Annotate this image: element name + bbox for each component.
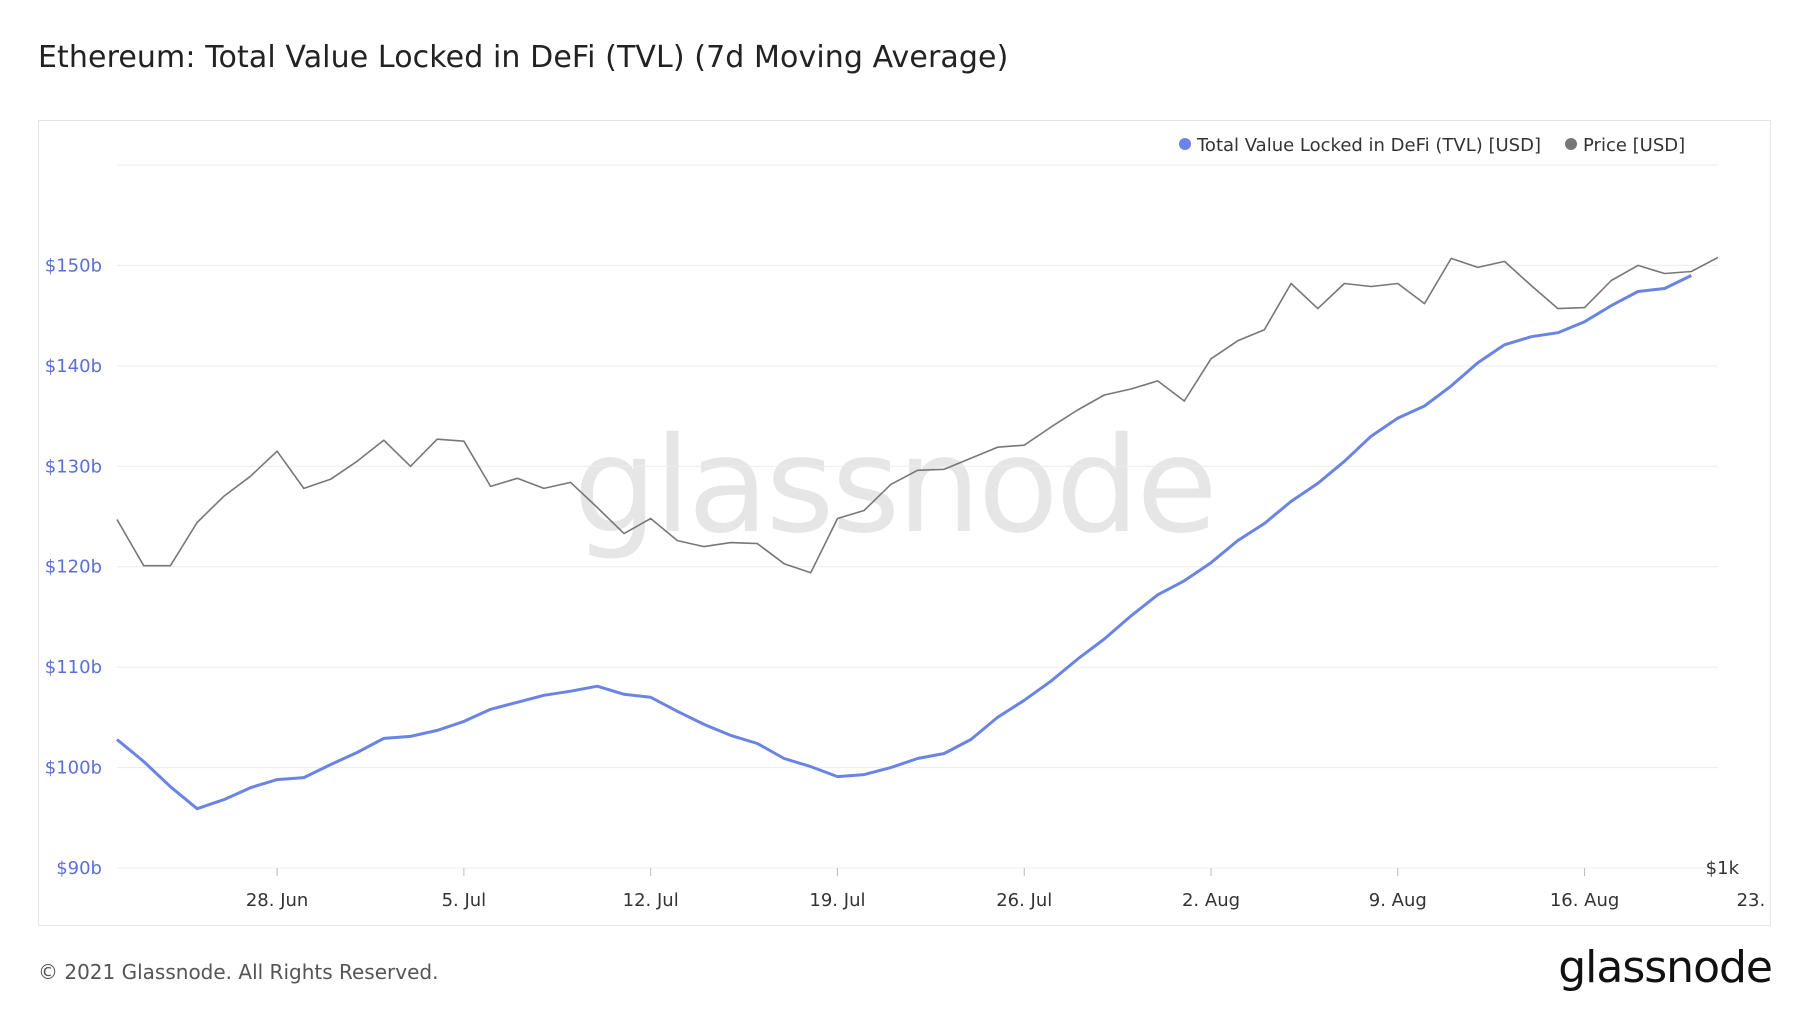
legend-item-price[interactable]: Price [USD] [1565, 135, 1685, 156]
x-tick-label: 23. Aug [1737, 890, 1770, 911]
x-axis: 28. Jun 5. Jul 12. Jul 19. Jul 26. Jul 2. Aug… [246, 868, 1770, 911]
y-tick-label: $150b [45, 255, 102, 276]
footer-copyright: © 2021 Glassnode. All Rights Reserved. [38, 960, 439, 984]
y-axis-right: $1k [1706, 858, 1740, 879]
legend-item-tvl[interactable]: Total Value Locked in DeFi (TVL) [USD] [1179, 135, 1541, 156]
x-tick-label: 26. Jul [996, 890, 1052, 911]
grid-lines [117, 164, 1718, 869]
series-line-price [116, 256, 1719, 574]
legend-label-price: Price [USD] [1583, 135, 1685, 156]
series-line-tvl [116, 274, 1692, 811]
y-tick-label: $140b [45, 356, 102, 377]
y-right-tick-label: $1k [1706, 858, 1740, 879]
x-tick-label: 28. Jun [246, 890, 308, 911]
x-tick-label: 5. Jul [442, 890, 487, 911]
legend-dot-tvl [1179, 138, 1191, 150]
x-tick-label: 16. Aug [1550, 890, 1620, 911]
x-tick-label: 12. Jul [623, 890, 679, 911]
brand-logo[interactable]: glassnode [1558, 942, 1773, 993]
y-axis-left: $90b $100b $110b $120b $130b $140b $150b [45, 255, 102, 879]
series-layer [116, 256, 1719, 811]
y-tick-label: $100b [45, 758, 102, 779]
page-title: Ethereum: Total Value Locked in DeFi (TV… [38, 40, 1009, 75]
x-tick-label: 2. Aug [1182, 890, 1240, 911]
y-tick-label: $110b [45, 657, 102, 678]
legend: Total Value Locked in DeFi (TVL) [USD] P… [1179, 135, 1685, 156]
y-tick-label: $130b [45, 456, 102, 477]
x-tick-label: 19. Jul [809, 890, 865, 911]
legend-dot-price [1565, 138, 1577, 150]
x-tick-label: 9. Aug [1369, 890, 1427, 911]
y-tick-label: $120b [45, 557, 102, 578]
watermark-text: glassnode [573, 409, 1214, 563]
line-chart: glassnode $90b$100b$110b$120b$130b$140b$… [45, 135, 1770, 911]
chart-area: glassnode $90b $100b $110b $120b $130b $140b $… [38, 120, 1771, 926]
y-tick-label: $90b [56, 858, 102, 879]
legend-label-tvl: Total Value Locked in DeFi (TVL) [USD] [1196, 135, 1541, 156]
